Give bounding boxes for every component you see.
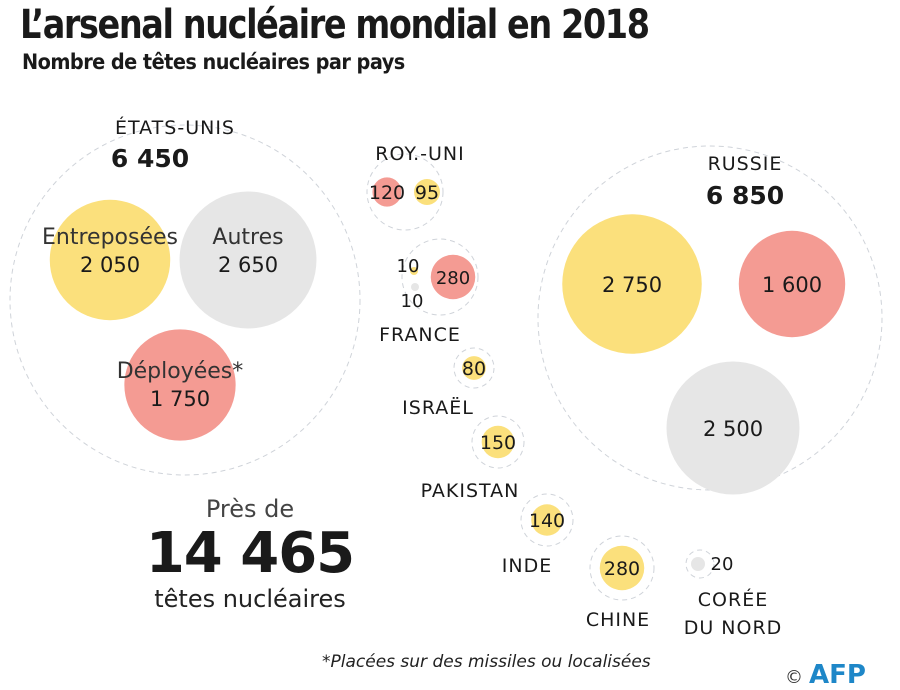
bubble-roy-uni-deployees <box>372 177 402 207</box>
bubble-value-label: 80 <box>462 358 486 380</box>
bubble-value-label: 140 <box>529 510 565 532</box>
bubble-category-label: Déployées* <box>117 359 244 384</box>
bubble-france-entreposees <box>410 267 418 275</box>
bubble-value-label: 2 750 <box>602 273 662 297</box>
bubble-etats-unis-entreposees <box>49 199 171 321</box>
chart-subtitle: Nombre de têtes nucléaires par pays <box>22 50 405 74</box>
bubble-value-label: 10 <box>401 291 424 312</box>
country-label-coree-du-nord-line2: DU NORD <box>684 617 783 639</box>
bubble-etats-unis-deployees <box>124 329 236 441</box>
country-label-chine: CHINE <box>586 609 650 631</box>
bubble-value-label: 2 500 <box>703 417 763 441</box>
country-label-pakistan: PAKISTAN <box>421 480 520 502</box>
bubble-russie-autres <box>666 361 800 495</box>
bubble-value-label: 10 <box>397 256 420 277</box>
bubble-etats-unis-autres <box>179 191 317 329</box>
country-label-russie: RUSSIE <box>708 153 783 175</box>
bubble-russie-deployees <box>738 230 846 338</box>
bubble-roy-uni-entreposees <box>414 179 440 205</box>
country-outline-inde <box>520 493 574 547</box>
country-label-france: FRANCE <box>379 324 461 346</box>
bubble-russie-entreposees <box>562 214 702 354</box>
bubble-inde-entreposees <box>531 504 563 536</box>
copyright-symbol: © <box>785 667 803 688</box>
country-label-etats-unis: ÉTATS-UNIS <box>115 116 235 139</box>
country-outline-chine <box>589 535 655 601</box>
bubble-pakistan-entreposees <box>481 425 515 459</box>
afp-logo: © AFP <box>785 660 866 690</box>
country-outline-roy-uni <box>366 153 444 231</box>
country-outline-etats-unis <box>9 124 361 476</box>
total-value: 14 465 <box>145 521 355 586</box>
bubble-chine-entreposees <box>599 545 645 591</box>
country-outline-pakistan <box>471 415 525 469</box>
country-outline-france <box>401 238 479 316</box>
bubble-value-label: 120 <box>369 182 405 204</box>
bubble-israel-entreposees <box>462 356 486 380</box>
total-prefix: Près de <box>205 495 295 523</box>
bubble-category-label: Autres <box>212 225 283 250</box>
total-suffix: têtes nucléaires <box>154 585 346 613</box>
total-summary: Près de 14 465 têtes nucléaires <box>120 495 380 613</box>
country-outline-coree-du-nord <box>685 549 715 579</box>
bubble-value-label: 2 050 <box>80 253 140 277</box>
bubble-coree-du-nord-autres <box>691 557 705 571</box>
bubble-chart: Entreposées 2 050 Autres 2 650 Déployées* 1 7… <box>9 116 883 639</box>
bubble-value-label: 2 650 <box>218 253 278 277</box>
country-outline-israel <box>453 347 495 389</box>
chart-title: L’arsenal nucléaire mondial en 2018 <box>20 2 650 48</box>
country-total-russie: 6 850 <box>706 181 784 210</box>
footnote: *Placées sur des missiles ou localisées <box>322 652 651 672</box>
country-label-roy-uni: ROY.-UNI <box>375 143 465 165</box>
country-label-israel: ISRAËL <box>402 396 474 419</box>
bubble-value-label: 280 <box>604 558 640 580</box>
country-total-etats-unis: 6 450 <box>111 144 189 173</box>
bubble-value-label: 280 <box>436 268 470 289</box>
bubble-value-label: 20 <box>711 554 734 575</box>
bubble-value-label: 1 600 <box>762 273 822 297</box>
bubble-france-deployees <box>430 254 476 300</box>
bubble-value-label: 95 <box>415 182 439 204</box>
logo-text: AFP <box>809 660 866 690</box>
bubble-category-label: Entreposées <box>42 225 178 250</box>
bubble-value-label: 1 750 <box>150 387 210 411</box>
country-label-coree-du-nord: CORÉE <box>698 588 768 611</box>
bubble-value-label: 150 <box>480 432 516 454</box>
country-label-inde: INDE <box>502 555 552 577</box>
bubble-france-autres <box>411 283 419 291</box>
